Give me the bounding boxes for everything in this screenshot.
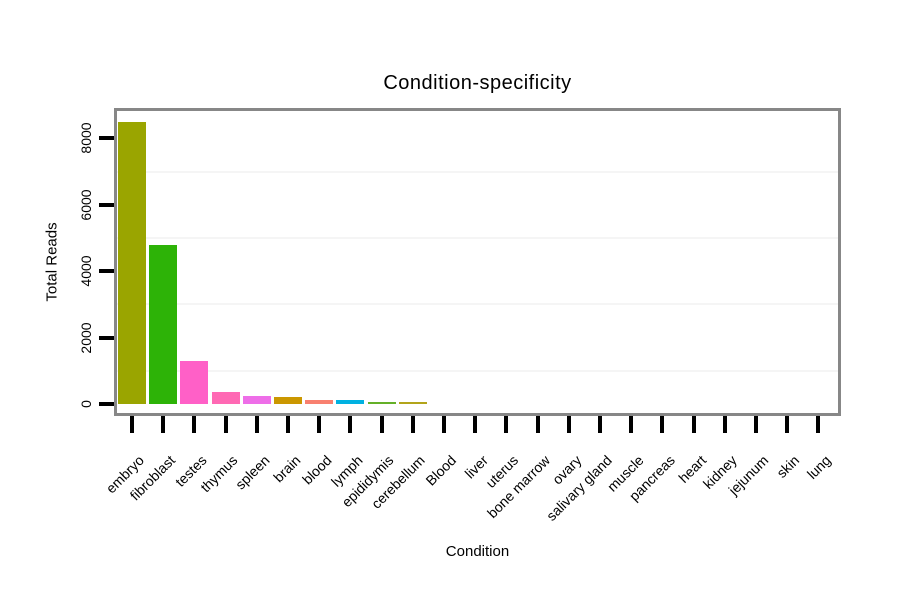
y-axis-tick	[99, 202, 114, 207]
x-axis-tick	[317, 416, 322, 433]
x-axis-tick	[660, 416, 665, 433]
y-tick-label: 4000	[78, 255, 94, 287]
x-axis-tick	[566, 416, 571, 433]
y-tick-label: 8000	[78, 122, 94, 154]
x-axis-tick	[286, 416, 290, 433]
x-tick-label: Blood	[422, 452, 460, 489]
bar-brain	[274, 397, 302, 404]
x-axis-tick	[379, 416, 384, 433]
bar-cerebellum	[398, 402, 427, 404]
y-axis-tick	[99, 269, 114, 274]
x-axis-tick	[410, 416, 415, 433]
x-tick-label: skin	[773, 452, 803, 481]
x-axis-tick	[722, 416, 727, 433]
x-axis-tick	[223, 416, 228, 433]
x-tick-label: spleen	[231, 452, 273, 493]
bar-testes	[180, 360, 209, 404]
x-tick-label: brain	[269, 452, 304, 486]
x-axis-tick	[691, 416, 696, 433]
minor-gridline	[117, 303, 838, 306]
bar-fibroblast	[149, 244, 178, 404]
y-axis-tick	[99, 335, 114, 340]
x-axis-tick	[473, 416, 478, 433]
y-axis-tick	[99, 402, 114, 406]
y-tick-label: 6000	[78, 189, 94, 221]
y-axis-title: Total Reads	[43, 222, 61, 302]
x-axis-tick	[192, 416, 197, 433]
bar-lymph	[336, 399, 365, 404]
bar-epididymis	[367, 402, 396, 404]
x-axis-tick	[504, 416, 509, 433]
x-axis-tick	[629, 416, 634, 433]
y-tick-label: 0	[78, 400, 94, 408]
x-axis-tick	[348, 416, 353, 433]
minor-gridline	[117, 170, 838, 173]
y-axis-tick	[99, 136, 114, 141]
x-axis-tick	[442, 416, 446, 433]
x-axis-tick	[816, 416, 821, 433]
minor-gridline	[117, 237, 838, 239]
x-axis-tick	[254, 416, 259, 433]
chart-title: Condition-specificity	[383, 72, 572, 94]
x-axis-tick	[598, 416, 602, 433]
x-axis-tick	[785, 416, 790, 433]
x-axis-tick	[535, 416, 540, 433]
x-axis-tick	[754, 416, 758, 433]
plot-area	[114, 108, 841, 416]
bar-spleen	[242, 396, 271, 404]
bar-blood	[305, 400, 334, 404]
minor-gridline	[117, 369, 838, 372]
x-axis-tick	[161, 416, 166, 433]
x-axis-title: Condition	[445, 543, 510, 560]
bar-thymus	[211, 392, 240, 404]
x-axis-tick	[130, 416, 134, 433]
x-tick-label: blood	[298, 452, 335, 488]
x-tick-label: lung	[803, 452, 834, 483]
bar-embryo	[118, 121, 146, 404]
y-tick-label: 2000	[78, 322, 94, 354]
